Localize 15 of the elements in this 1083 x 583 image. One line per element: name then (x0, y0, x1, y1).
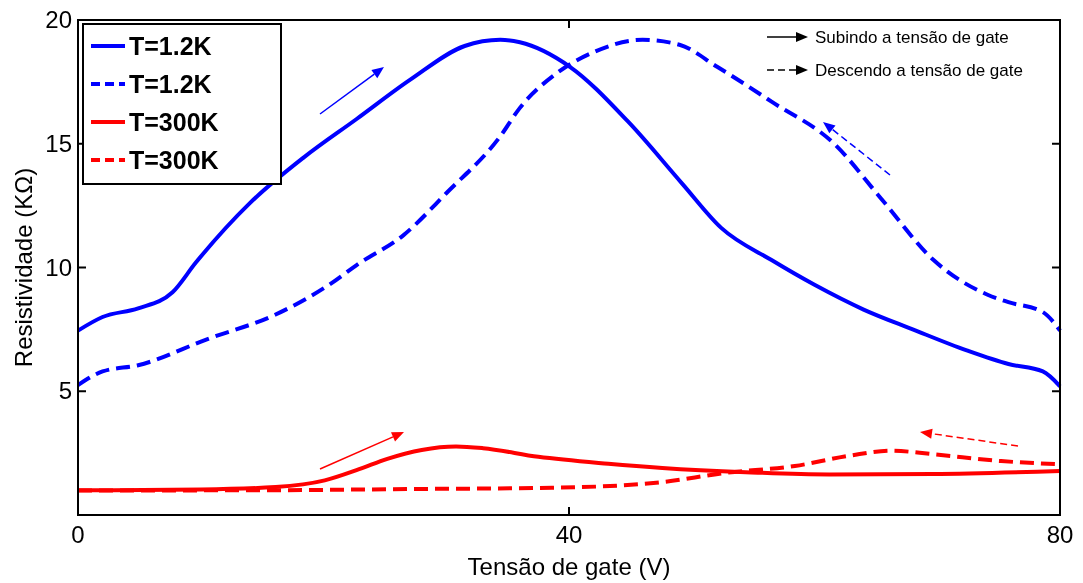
legend-label: T=1.2K (129, 32, 212, 60)
legend-label: T=300K (129, 108, 219, 136)
y-tick-label: 5 (58, 377, 72, 405)
x-tick-label: 80 (1046, 521, 1074, 548)
y-tick-label: 10 (45, 253, 72, 281)
y-axis-title: Resistividade (KΩ) (10, 167, 37, 368)
y-tick-label: 15 (45, 129, 72, 157)
x-tick-label: 0 (71, 521, 85, 548)
x-tick-label: 40 (555, 521, 583, 548)
annotation: Subindo a tensão de gate (815, 28, 1009, 47)
legend-label: T=300K (129, 146, 219, 174)
x-axis-title: Tensão de gate (V) (467, 553, 671, 580)
legend-label: T=1.2K (129, 70, 212, 98)
annotation: Descendo a tensão de gate (815, 61, 1023, 80)
y-tick-label: 20 (45, 6, 72, 33)
